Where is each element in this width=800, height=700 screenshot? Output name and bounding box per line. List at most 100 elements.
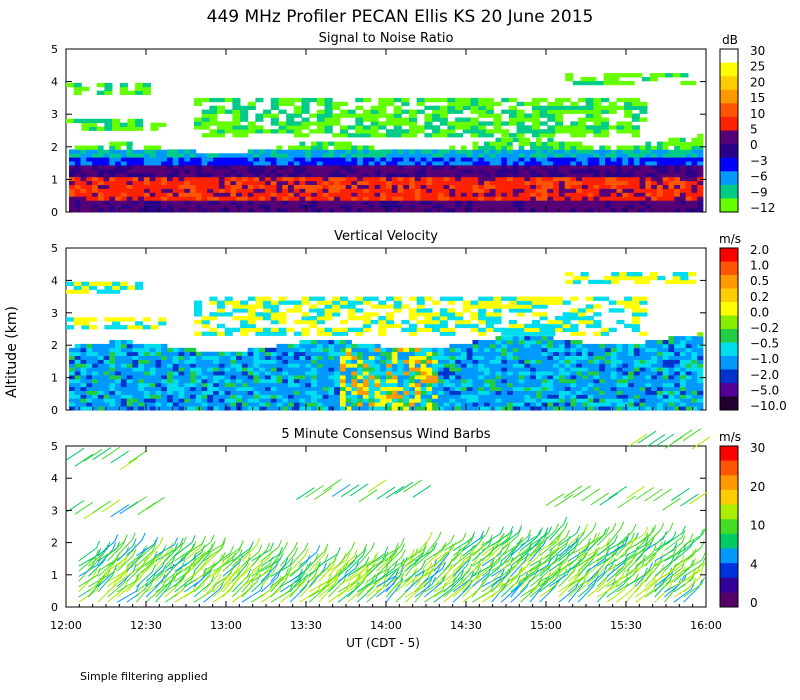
heatmap-cell (368, 367, 375, 372)
heatmap-cell (167, 386, 174, 391)
heatmap-cell (265, 398, 272, 403)
heatmap-cell (409, 172, 416, 178)
heatmap-cell (368, 180, 375, 185)
heatmap-cell (391, 172, 398, 178)
colorbar-label: 2.0 (750, 243, 769, 257)
heatmap-cell (485, 113, 494, 118)
heatmap-cell (309, 304, 318, 309)
heatmap-cell (642, 275, 651, 281)
heatmap-cell (531, 117, 540, 122)
heatmap-cell (576, 406, 583, 411)
heatmap-cell (426, 149, 433, 154)
heatmap-cell (639, 386, 646, 391)
heatmap-cell (119, 325, 128, 330)
heatmap-cell (80, 386, 87, 391)
heatmap-cell (288, 149, 295, 154)
heatmap-cell (582, 196, 589, 201)
heatmap-cell (339, 109, 348, 114)
heatmap-cell (380, 382, 387, 388)
heatmap-cell (190, 402, 197, 407)
wind-barb (97, 558, 117, 572)
heatmap-cell (622, 371, 629, 376)
heatmap-cell (132, 390, 139, 395)
heatmap-cell (508, 97, 517, 103)
heatmap-cell (524, 141, 531, 146)
heatmap-cell (478, 363, 485, 368)
heatmap-cell (426, 386, 433, 391)
heatmap-cell (420, 382, 427, 388)
heatmap-cell (524, 161, 531, 166)
heatmap-cell (104, 82, 113, 88)
heatmap-cell (69, 382, 76, 388)
heatmap-cell (616, 208, 623, 213)
heatmap-cell (184, 347, 191, 353)
heatmap-cell (585, 113, 594, 118)
heatmap-cell (253, 204, 260, 209)
heatmap-cell (447, 97, 456, 103)
heatmap-cell (524, 145, 531, 150)
heatmap-cell (616, 200, 623, 205)
heatmap-cell (328, 172, 335, 178)
heatmap-cell (416, 319, 425, 325)
heatmap-cell (443, 355, 450, 360)
heatmap-cell (397, 149, 404, 154)
heatmap-cell (143, 145, 151, 150)
colorbar-label: 0.0 (750, 305, 769, 319)
heatmap-cell (370, 121, 379, 126)
heatmap-cell (424, 319, 433, 325)
heatmap-cell (409, 188, 416, 193)
heatmap-cell (507, 394, 514, 399)
heatmap-cell (195, 390, 202, 395)
heatmap-cell (599, 382, 606, 388)
heatmap-cell (311, 169, 318, 174)
heatmap-cell (391, 394, 398, 399)
heatmap-cell (516, 296, 525, 301)
heatmap-cell (92, 176, 99, 182)
heatmap-cell (305, 176, 312, 182)
heatmap-cell (282, 375, 289, 380)
y-tick-label: 1 (51, 173, 58, 186)
heatmap-cell (190, 204, 197, 209)
heatmap-cell (172, 184, 179, 189)
heatmap-cell (224, 394, 231, 399)
heatmap-cell (301, 109, 310, 114)
heatmap-cell (332, 133, 341, 138)
heatmap-cell (409, 149, 416, 154)
heatmap-cell (484, 161, 491, 166)
heatmap-cell (109, 176, 116, 182)
heatmap-cell (697, 371, 704, 376)
heatmap-cell (697, 145, 704, 150)
heatmap-cell (270, 394, 277, 399)
heatmap-cell (270, 165, 277, 170)
heatmap-cell (253, 359, 260, 364)
heatmap-cell (115, 208, 122, 213)
heatmap-cell (241, 153, 249, 158)
heatmap-cell (363, 109, 372, 114)
heatmap-cell (374, 378, 381, 384)
heatmap-cell (311, 351, 318, 356)
heatmap-cell (345, 141, 352, 146)
heatmap-cell (674, 390, 681, 395)
heatmap-cell (288, 161, 295, 166)
heatmap-cell (184, 359, 191, 364)
heatmap-cell (149, 406, 156, 411)
heatmap-cell (570, 184, 577, 189)
heatmap-cell (397, 172, 404, 178)
heatmap-cell (224, 176, 231, 182)
heatmap-cell (622, 165, 629, 170)
heatmap-cell (236, 351, 243, 356)
heatmap-cell (195, 184, 202, 189)
heatmap-cell (305, 196, 312, 201)
heatmap-cell (576, 196, 583, 201)
heatmap-cell (86, 196, 93, 201)
heatmap-cell (472, 406, 479, 411)
heatmap-cell (259, 359, 266, 364)
heatmap-cell (466, 347, 473, 353)
heatmap-cell (397, 382, 404, 388)
heatmap-cell (328, 386, 335, 391)
heatmap-cell (386, 382, 393, 388)
heatmap-cell (293, 208, 300, 213)
heatmap-cell (628, 394, 635, 399)
heatmap-cell (478, 157, 485, 162)
heatmap-cell (639, 153, 646, 158)
